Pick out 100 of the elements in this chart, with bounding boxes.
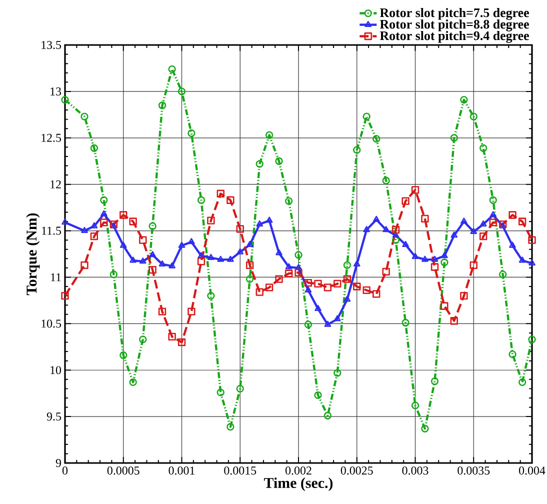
point [265, 131, 274, 139]
point [130, 256, 136, 263]
point [518, 218, 526, 226]
y-tick-label: 12.5 [42, 134, 62, 142]
point [479, 144, 488, 152]
point [353, 146, 361, 154]
x-tick-label: 0.0005 [107, 466, 140, 475]
y-tick-label: 10.5 [42, 320, 62, 328]
point [440, 302, 448, 310]
point [411, 186, 420, 194]
point [421, 424, 429, 432]
point [120, 242, 127, 248]
point [149, 251, 156, 258]
x-tick-label: 0.004 [519, 466, 546, 475]
point [372, 216, 380, 222]
point [353, 260, 360, 266]
point [158, 308, 166, 316]
point [324, 412, 332, 420]
point [304, 286, 312, 292]
point [334, 280, 342, 288]
x-tick-label: 0.0025 [340, 466, 373, 475]
point [343, 275, 352, 283]
point [440, 258, 448, 266]
point [120, 211, 128, 219]
y-tick-label: 10 [50, 366, 62, 374]
x-tick-label: 0.003 [402, 466, 428, 475]
point [528, 336, 536, 344]
point [508, 211, 516, 219]
point [61, 96, 69, 104]
point [90, 222, 98, 228]
point [344, 296, 351, 302]
point [148, 222, 156, 230]
point [197, 258, 206, 266]
point [411, 402, 420, 410]
point [508, 350, 516, 358]
point [324, 284, 332, 292]
point [129, 378, 137, 386]
point [382, 226, 390, 232]
point [216, 388, 224, 396]
point [450, 134, 458, 142]
point [528, 236, 536, 244]
point [431, 256, 438, 262]
point [284, 270, 293, 278]
point [178, 338, 186, 346]
point [226, 196, 234, 204]
point [100, 210, 108, 216]
point [188, 238, 195, 244]
point [246, 240, 254, 247]
point [489, 196, 497, 204]
point [139, 336, 147, 344]
point [518, 256, 526, 263]
point [392, 236, 400, 244]
point [498, 270, 507, 278]
point [139, 236, 147, 244]
point [80, 261, 88, 269]
point [294, 251, 302, 259]
point [81, 226, 88, 234]
x-tick-label: 0 [62, 466, 68, 475]
point [382, 268, 390, 276]
point [188, 308, 196, 316]
point [275, 157, 283, 165]
point [460, 96, 468, 104]
point [168, 65, 176, 73]
point [158, 260, 166, 266]
point [518, 378, 526, 386]
point [236, 225, 244, 233]
point [460, 218, 468, 224]
point [197, 196, 206, 204]
point [382, 176, 390, 184]
point [198, 252, 205, 258]
point [285, 263, 292, 270]
point [110, 270, 118, 278]
point [430, 377, 439, 386]
point [480, 220, 487, 227]
y-tick-label: 13.5 [42, 40, 62, 50]
x-tick-label: 0.0015 [224, 466, 256, 475]
point [421, 214, 429, 223]
y-tick-label: 13 [50, 87, 62, 96]
point [470, 112, 478, 120]
point [509, 242, 516, 248]
y-tick-label: 9 [56, 458, 61, 468]
point [129, 218, 137, 226]
point [353, 282, 361, 290]
point [479, 232, 488, 240]
point [294, 268, 302, 276]
point [246, 261, 254, 269]
point [402, 240, 409, 247]
point [343, 261, 352, 269]
x-tick-label: 0.0035 [458, 466, 490, 475]
point [236, 248, 244, 254]
point [216, 190, 224, 198]
point [295, 264, 302, 270]
point [139, 258, 146, 264]
point [304, 278, 312, 287]
point [168, 332, 176, 341]
point [402, 318, 410, 327]
point [460, 292, 468, 300]
point [90, 232, 98, 240]
point [217, 256, 224, 262]
point [246, 275, 254, 283]
